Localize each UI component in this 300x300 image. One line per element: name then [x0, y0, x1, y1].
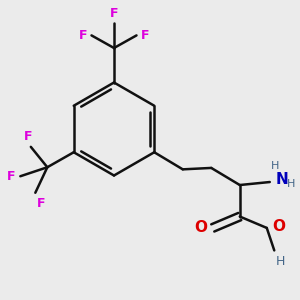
Text: H: H — [276, 255, 285, 268]
Text: F: F — [141, 29, 149, 42]
Text: O: O — [272, 219, 285, 234]
Text: N: N — [275, 172, 288, 187]
Text: H: H — [287, 179, 296, 189]
Text: O: O — [194, 220, 207, 236]
Text: H: H — [271, 160, 280, 171]
Text: F: F — [37, 197, 45, 210]
Text: F: F — [24, 130, 32, 143]
Text: F: F — [7, 170, 16, 183]
Text: F: F — [79, 29, 87, 42]
Text: F: F — [110, 7, 118, 20]
